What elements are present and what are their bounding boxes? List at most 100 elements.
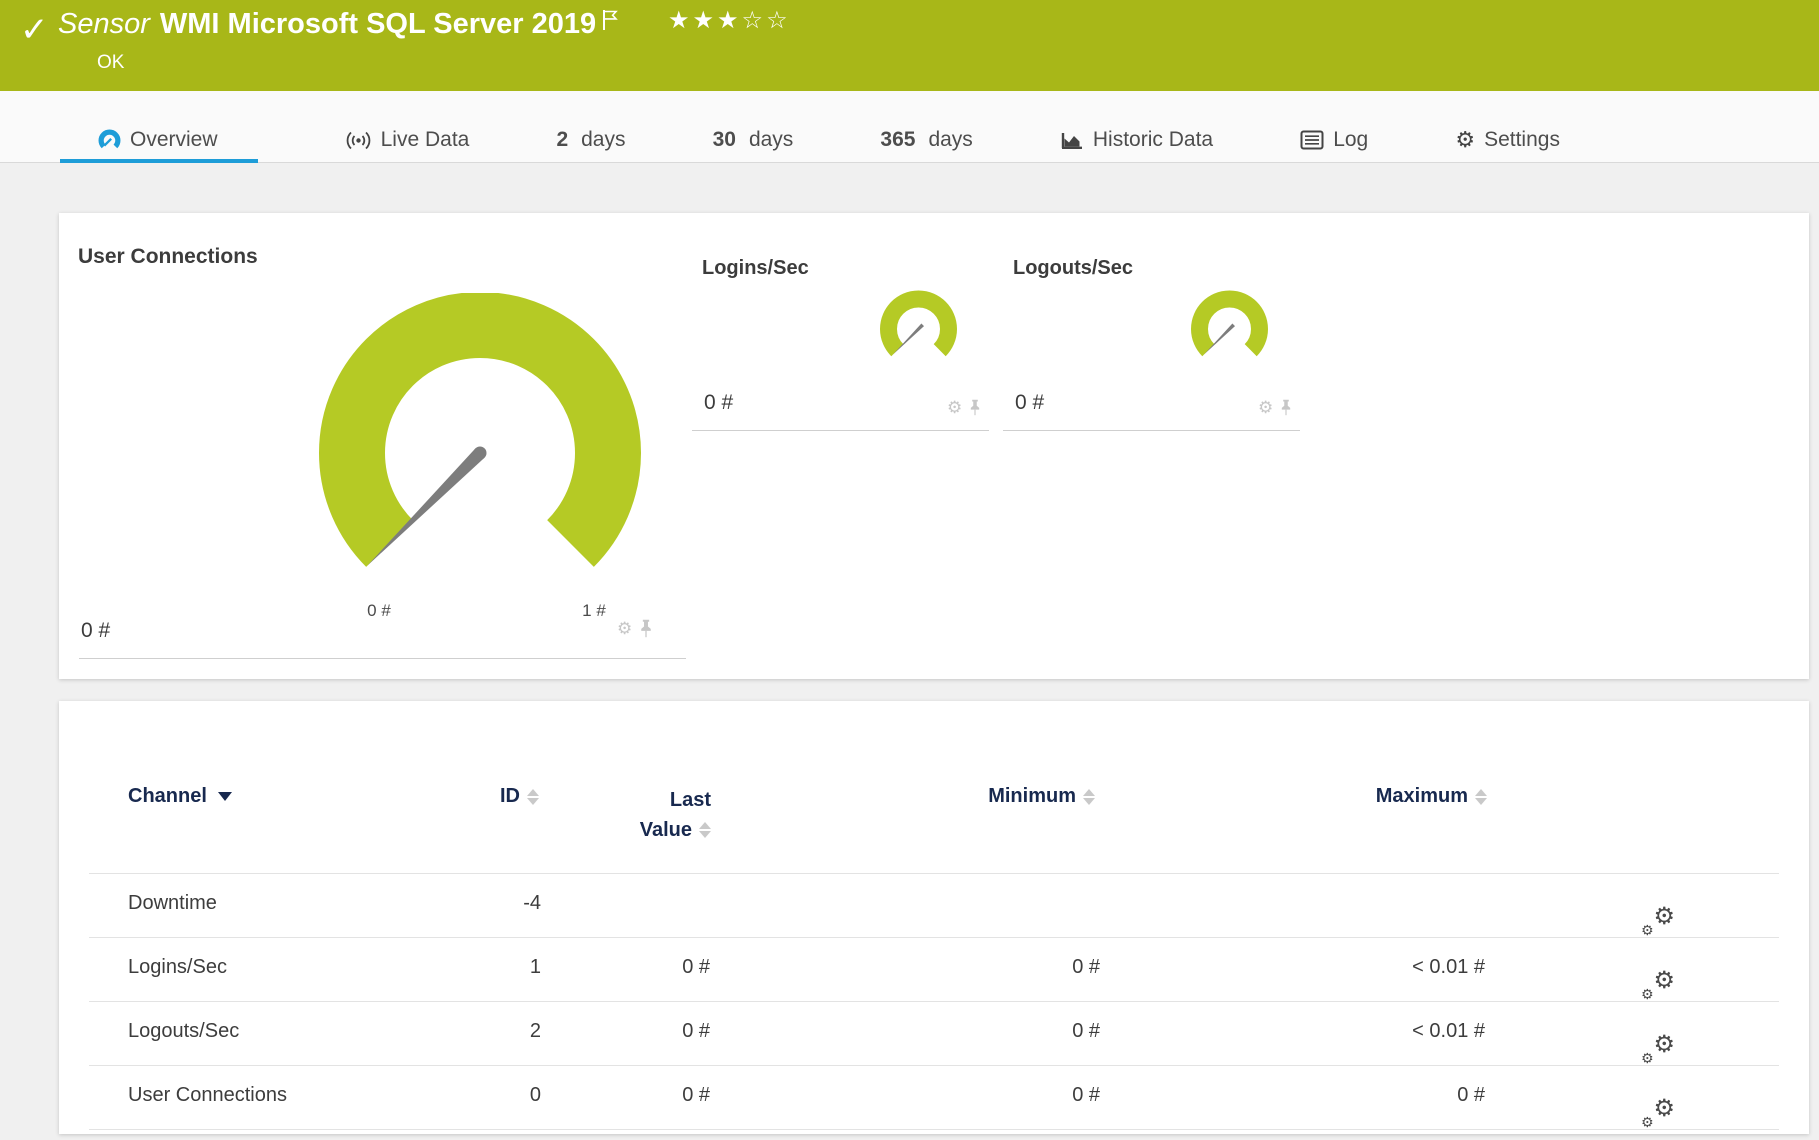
column-header-last-label: Last xyxy=(669,789,711,811)
column-header-channel-label: Channel xyxy=(128,785,207,807)
primary-gauge-max-label: 1 # xyxy=(582,601,606,620)
historic-chart-icon xyxy=(1060,130,1084,151)
cell-id: -4 xyxy=(523,892,541,914)
channel-pin-icon[interactable] xyxy=(638,619,654,638)
sort-toggle-icon xyxy=(1083,788,1095,805)
primary-gauge-min-label: 0 # xyxy=(367,601,391,620)
tab-2-days-label: days xyxy=(581,128,626,151)
tab-live-data-label: Live Data xyxy=(380,128,470,151)
tab-historic-data[interactable]: Historic Data xyxy=(1060,128,1213,152)
sensor-title-line: Sensor WMI Microsoft SQL Server 2019 xyxy=(58,8,619,41)
gauge-arc xyxy=(1191,290,1268,357)
tab-live-data[interactable]: Live Data xyxy=(345,128,470,152)
tab-settings[interactable]: ⚙ Settings xyxy=(1455,128,1560,152)
gauge-needle-hub xyxy=(473,446,487,460)
cell-id: 2 xyxy=(529,1020,541,1042)
tab-bar: Overview Live Data 2 days 30 days 365 da… xyxy=(0,91,1819,164)
gauge-arc xyxy=(319,293,641,567)
column-header-value-label: Value xyxy=(639,819,692,841)
channel-settings-gears-icon[interactable]: ⚙ ⚙ xyxy=(1641,1095,1675,1130)
table-row-user-connections[interactable]: User Connections 0 0 # 0 # 0 # ⚙ ⚙ xyxy=(89,1066,1779,1130)
cell-minimum: 0 # xyxy=(1072,1084,1100,1106)
sort-toggle-icon xyxy=(1475,788,1487,805)
cell-channel: Logouts/Sec xyxy=(128,1020,240,1042)
sort-desc-caret-icon xyxy=(217,792,232,801)
cell-id: 1 xyxy=(529,956,541,978)
tab-365-days[interactable]: 365 days xyxy=(880,128,972,152)
cell-last-value: 0 # xyxy=(682,1020,710,1042)
column-header-last-value[interactable]: Last Value xyxy=(539,785,711,845)
channel-gear-icon[interactable]: ⚙ xyxy=(617,619,633,638)
channel-gear-icon[interactable]: ⚙ xyxy=(1258,398,1274,417)
column-header-minimum[interactable]: Minimum xyxy=(909,785,1095,808)
logins-gauge-value: 0 # xyxy=(704,391,734,414)
tab-historic-data-label: Historic Data xyxy=(1092,128,1214,151)
content-area: User Connections 0 # 0 # 1 # ⚙ Logins/Se… xyxy=(0,163,1819,1140)
tab-365-days-number: 365 xyxy=(880,128,916,151)
cell-maximum: < 0.01 # xyxy=(1412,1020,1485,1042)
channels-table-body: Downtime -4 ⚙ ⚙ Logins/Sec 1 0 # 0 # < 0.… xyxy=(89,873,1779,1130)
channel-pin-icon[interactable] xyxy=(1279,399,1293,416)
tab-overview[interactable]: Overview xyxy=(60,128,258,164)
cell-minimum: 0 # xyxy=(1072,956,1100,978)
cell-channel: Downtime xyxy=(128,892,217,914)
logouts-gauge-title: Logouts/Sec xyxy=(1013,257,1134,279)
logouts-gauge-value: 0 # xyxy=(1015,391,1045,414)
cell-last-value: 0 # xyxy=(682,1084,710,1106)
cell-id: 0 xyxy=(529,1084,541,1106)
status-ok-check-icon: ✓ xyxy=(20,11,49,49)
channel-settings-gears-icon[interactable]: ⚙ ⚙ xyxy=(1641,1031,1675,1066)
sensor-header: ✓ Sensor WMI Microsoft SQL Server 2019 ★★… xyxy=(0,0,1819,91)
column-header-channel[interactable]: Channel xyxy=(128,785,232,808)
gauge-needle xyxy=(1204,323,1235,355)
priority-star-rating[interactable]: ★★★☆☆ xyxy=(668,6,791,35)
logins-gauge-title: Logins/Sec xyxy=(702,257,809,279)
channel-settings-gears-icon[interactable]: ⚙ ⚙ xyxy=(1641,903,1675,938)
sort-toggle-icon xyxy=(527,788,539,805)
channel-gear-icon[interactable]: ⚙ xyxy=(947,398,963,417)
tab-settings-label: Settings xyxy=(1484,128,1560,151)
tab-365-days-label: days xyxy=(928,128,973,151)
gauges-panel: User Connections 0 # 0 # 1 # ⚙ Logins/Se… xyxy=(59,213,1809,679)
tab-30-days-number: 30 xyxy=(712,128,736,151)
gauge-arc xyxy=(880,290,957,357)
column-header-id[interactable]: ID xyxy=(389,785,539,808)
gauge-needle xyxy=(893,323,924,355)
channel-settings-gears-icon[interactable]: ⚙ ⚙ xyxy=(1641,967,1675,1002)
logins-gauge xyxy=(880,290,957,357)
tab-30-days-label: days xyxy=(748,128,794,151)
tab-30-days[interactable]: 30 days xyxy=(713,128,794,152)
table-row-downtime[interactable]: Downtime -4 ⚙ ⚙ xyxy=(89,873,1779,938)
column-header-maximum-label: Maximum xyxy=(1375,785,1468,807)
cell-maximum: 0 # xyxy=(1457,1084,1485,1106)
sensor-kind-label: Sensor xyxy=(58,8,150,40)
cell-maximum: < 0.01 # xyxy=(1412,956,1485,978)
stars-filled: ★★★ xyxy=(668,7,742,34)
settings-gear-icon: ⚙ xyxy=(1455,127,1476,152)
primary-gauge-title: User Connections xyxy=(78,245,258,268)
stars-empty: ☆☆ xyxy=(741,7,791,34)
tab-overview-label: Overview xyxy=(130,128,218,151)
column-header-id-label: ID xyxy=(500,785,520,807)
sensor-status-text: OK xyxy=(97,52,125,73)
column-header-minimum-label: Minimum xyxy=(988,785,1076,807)
cell-last-value: 0 # xyxy=(682,956,710,978)
page-title: WMI Microsoft SQL Server 2019 xyxy=(159,8,597,40)
gauge-icon xyxy=(98,129,121,152)
table-row-logouts-sec[interactable]: Logouts/Sec 2 0 # 0 # < 0.01 # ⚙ ⚙ xyxy=(89,1002,1779,1066)
channel-pin-icon[interactable] xyxy=(968,399,982,416)
user-connections-gauge xyxy=(319,293,641,567)
primary-gauge-value: 0 # xyxy=(81,619,111,642)
log-icon xyxy=(1300,130,1324,150)
live-data-icon xyxy=(345,130,372,151)
channels-table-panel: Channel ID Last Value Minimum Maximum Do… xyxy=(59,701,1809,1134)
table-row-logins-sec[interactable]: Logins/Sec 1 0 # 0 # < 0.01 # ⚙ ⚙ xyxy=(89,938,1779,1002)
priority-flag-icon[interactable] xyxy=(602,6,619,39)
tab-log-label: Log xyxy=(1333,128,1369,151)
tab-2-days[interactable]: 2 days xyxy=(556,128,625,152)
tab-log[interactable]: Log xyxy=(1300,128,1368,152)
column-header-maximum[interactable]: Maximum xyxy=(1299,785,1487,808)
primary-gauge-divider xyxy=(79,658,686,659)
cell-minimum: 0 # xyxy=(1072,1020,1100,1042)
gauge-needle xyxy=(367,448,485,566)
